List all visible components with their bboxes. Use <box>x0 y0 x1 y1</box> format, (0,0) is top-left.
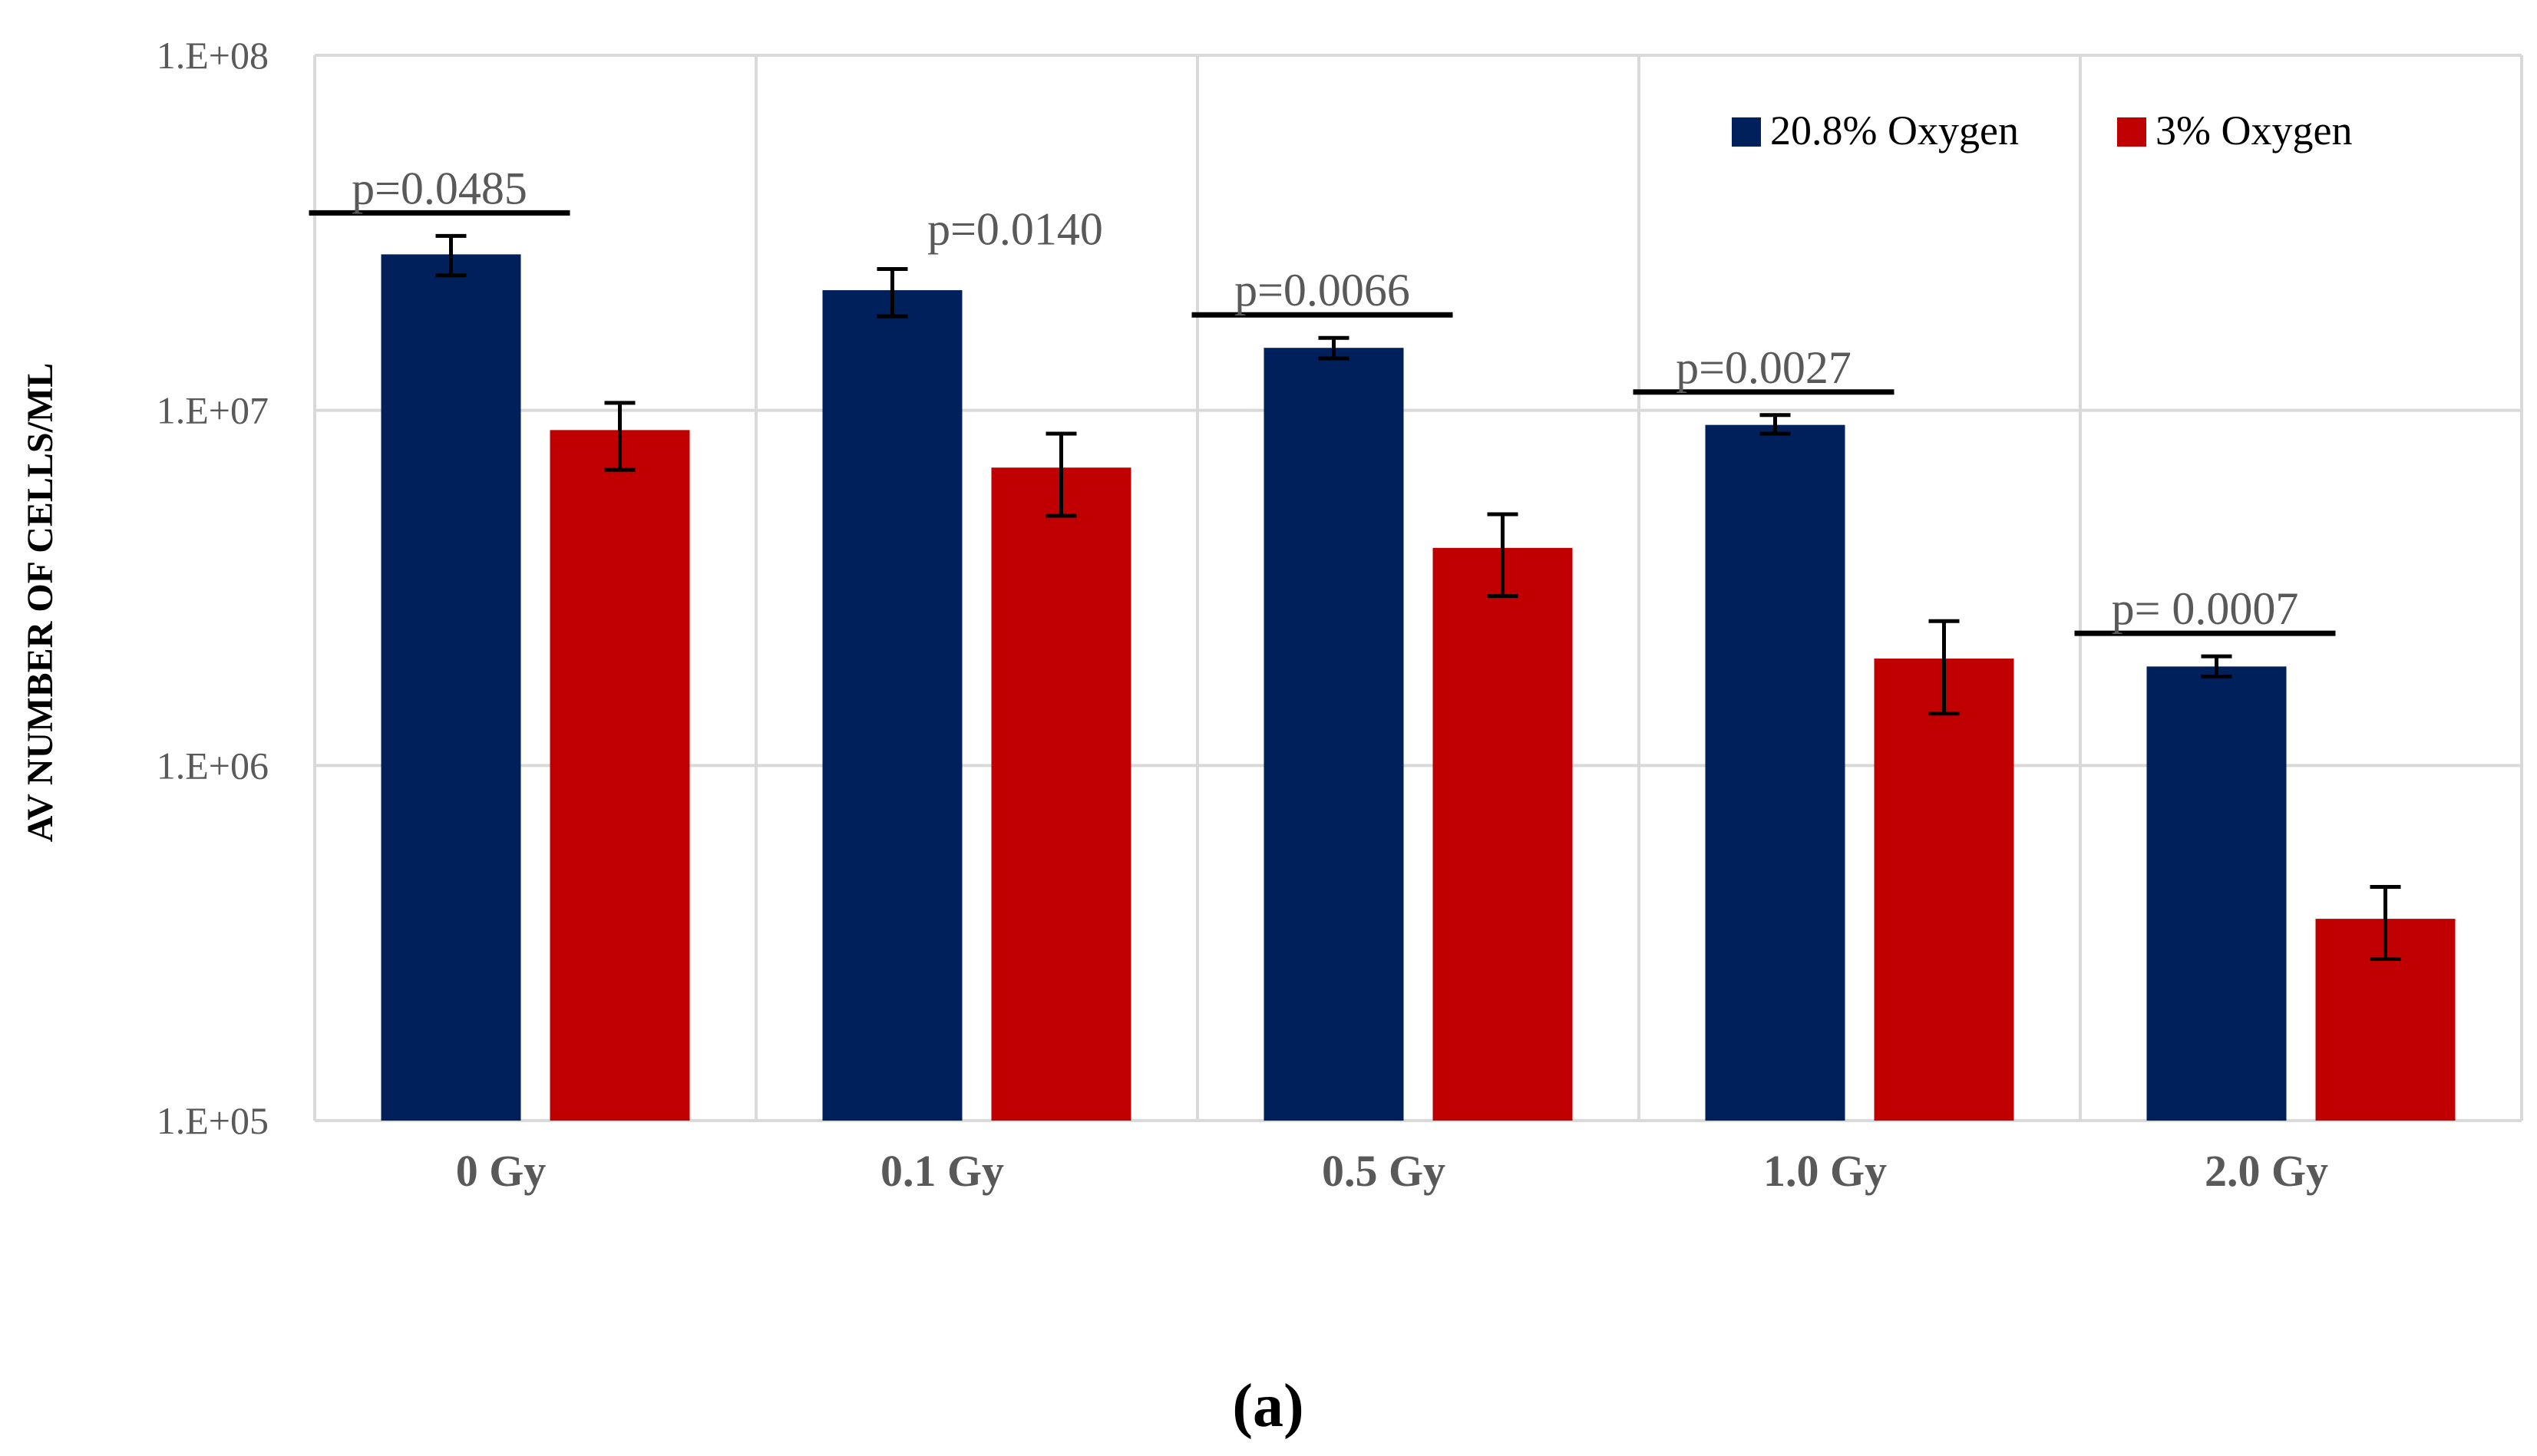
p-value-2: p=0.0066 <box>1234 265 1410 315</box>
y-tick-label-3: 1.E+08 <box>157 34 269 77</box>
legend: 20.8% Oxygen 3% Oxygen <box>1732 107 2352 154</box>
legend-swatch-20-8-oxygen <box>1732 117 1761 147</box>
bar-s0-0 <box>381 254 521 1121</box>
y-axis-ticks: 1.E+05 1.E+06 1.E+07 1.E+08 <box>157 34 269 1142</box>
x-tick-label-2: 0.5 Gy <box>1322 1146 1445 1196</box>
bar-s1-3 <box>1874 659 2014 1121</box>
x-axis-categories: 0 Gy 0.1 Gy 0.5 Gy 1.0 Gy 2.0 Gy <box>456 1146 2328 1196</box>
annotation-layer: p=0.0485 p=0.0140 p=0.0066 p=0.0027 p= 0.000… <box>309 163 2336 636</box>
bar-s0-1 <box>822 290 963 1121</box>
legend-label-20-8-oxygen: 20.8% Oxygen <box>1770 107 2019 154</box>
x-tick-label-4: 2.0 Gy <box>2205 1146 2328 1196</box>
y-tick-label-0: 1.E+05 <box>157 1099 269 1142</box>
error-bars-layer <box>435 233 2401 962</box>
p-value-0: p=0.0485 <box>352 163 527 213</box>
p-value-4: p= 0.0007 <box>2112 583 2299 634</box>
y-axis-label: AV NUMBER OF CELLS/ML <box>20 363 61 843</box>
bars-layer <box>381 254 2456 1121</box>
legend-swatch-3-oxygen <box>2117 117 2146 147</box>
x-tick-label-3: 1.0 Gy <box>1763 1146 1887 1196</box>
legend-label-3-oxygen: 3% Oxygen <box>2155 107 2352 154</box>
p-value-3: p=0.0027 <box>1676 342 1852 393</box>
bar-s1-2 <box>1432 547 1573 1121</box>
x-tick-label-0: 0 Gy <box>456 1146 547 1196</box>
x-tick-label-1: 0.1 Gy <box>880 1146 1004 1196</box>
bar-s1-1 <box>991 467 1131 1121</box>
y-tick-label-2: 1.E+07 <box>157 389 269 432</box>
bar-s0-4 <box>2146 666 2287 1121</box>
panel-label: (a) <box>1232 1372 1303 1440</box>
bar-s0-3 <box>1705 424 1845 1121</box>
bar-s1-0 <box>550 430 690 1121</box>
p-value-1: p=0.0140 <box>927 204 1103 255</box>
bar-s0-2 <box>1264 348 1404 1121</box>
y-tick-label-1: 1.E+06 <box>157 744 269 787</box>
